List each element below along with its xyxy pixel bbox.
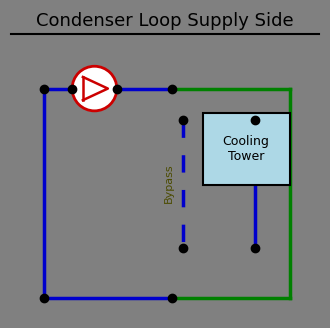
Text: Bypass: Bypass xyxy=(164,164,174,203)
Circle shape xyxy=(72,66,117,111)
Text: Cooling
Tower: Cooling Tower xyxy=(223,135,270,163)
Text: Condenser Loop Supply Side: Condenser Loop Supply Side xyxy=(36,12,294,30)
Bar xyxy=(203,113,290,185)
